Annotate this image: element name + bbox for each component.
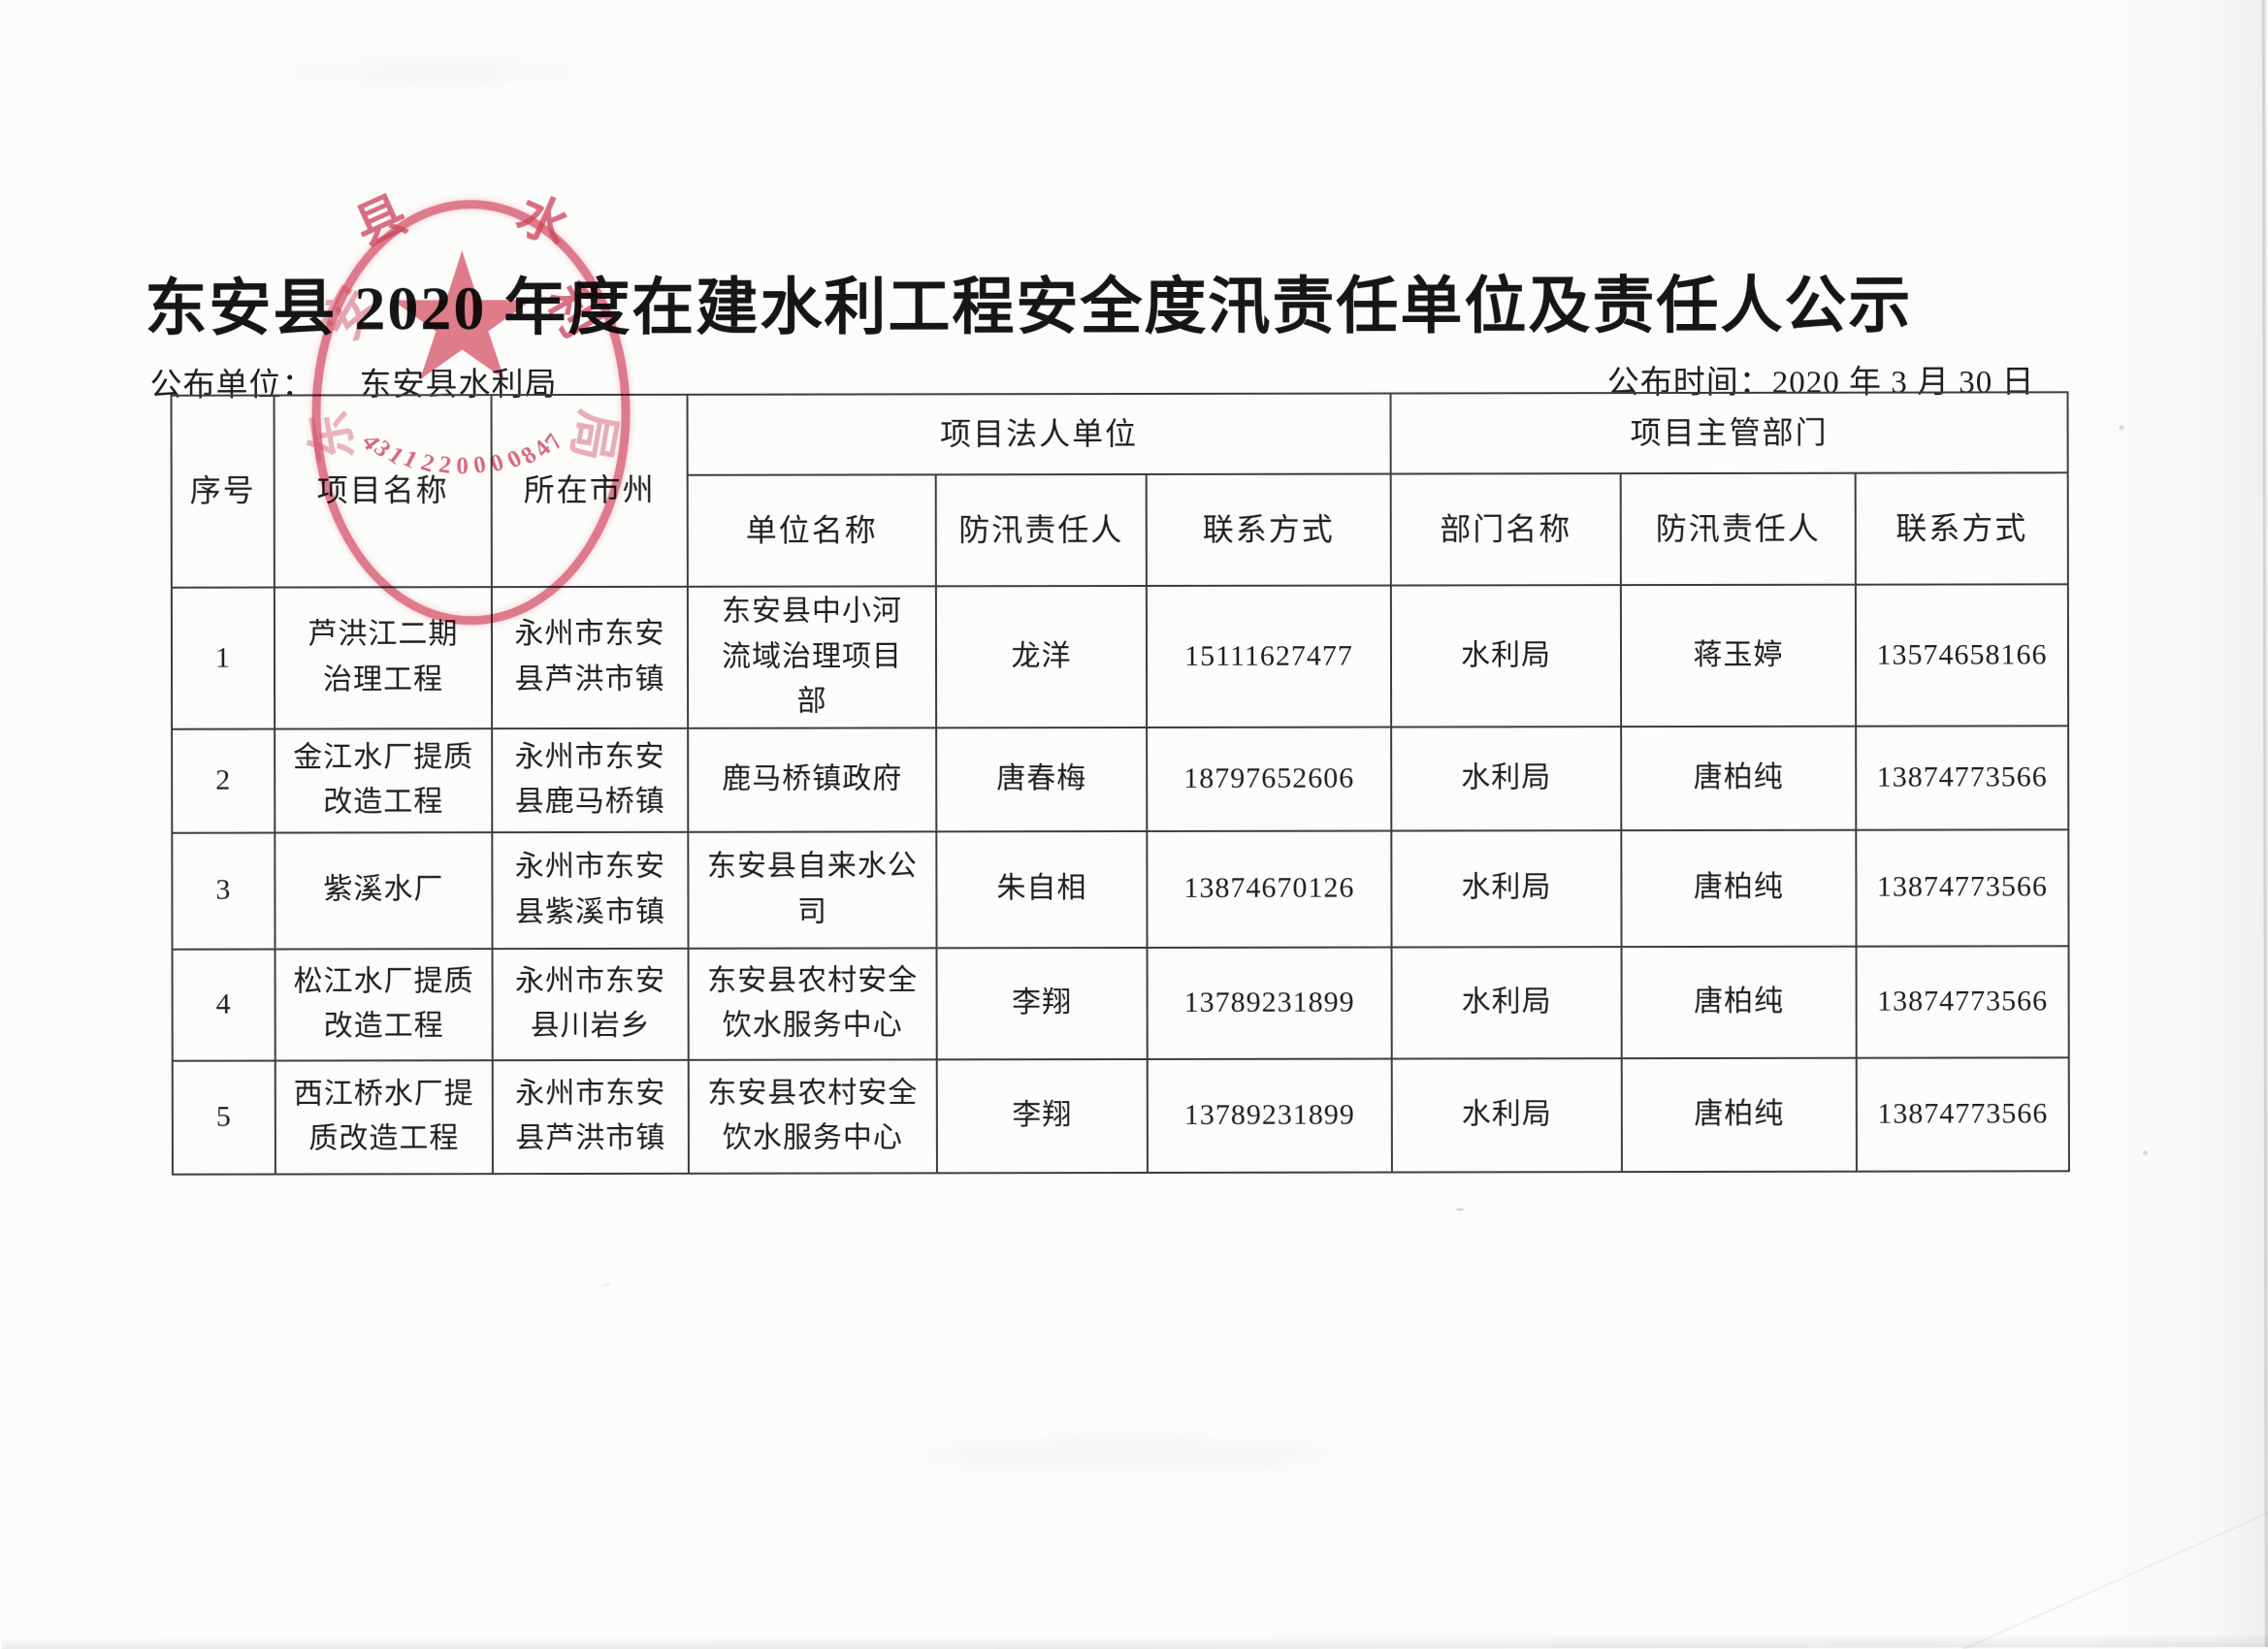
cell-dept: 水利局 — [1391, 946, 1622, 1059]
scan-artifact — [2261, 0, 2268, 1647]
header-group-row: 序号 项目名称 所在市州 项目法人单位 项目主管部门 — [171, 392, 2068, 588]
cell-location: 永州市东安 县紫溪市镇 — [492, 831, 689, 949]
page-title: 东安县 2020 年度在建水利工程安全度汛责任单位及责任人公示 — [145, 271, 1913, 343]
header-seq: 序号 — [171, 395, 275, 588]
cell-location: 永州市东安 县川岩乡 — [492, 948, 689, 1060]
cell-dept-officer: 唐柏纯 — [1621, 726, 1857, 830]
cell-dept: 水利局 — [1391, 829, 1622, 948]
cell-dept-phone: 13574658166 — [1855, 584, 2069, 727]
cell-dept: 水利局 — [1390, 585, 1622, 728]
cell-phone: 13789231899 — [1147, 947, 1392, 1059]
cell-seq: 4 — [172, 949, 275, 1061]
cell-dept-phone: 13874773566 — [1856, 945, 2069, 1058]
cell-dept-officer: 唐柏纯 — [1621, 946, 1857, 1058]
header-legal-group: 项目法人单位 — [687, 393, 1391, 475]
cell-phone: 13874670126 — [1147, 830, 1392, 948]
scan-speck — [2142, 1150, 2148, 1156]
cell-dept: 水利局 — [1391, 1057, 1622, 1173]
header-dept-flood-officer: 防汛责任人 — [1620, 472, 1856, 586]
header-dept-name: 部门名称 — [1390, 473, 1621, 586]
scan-artifact — [2082, 0, 2268, 1648]
cell-dept-officer: 唐柏纯 — [1621, 829, 1857, 947]
cell-location: 永州市东安 县芦洪市镇 — [491, 586, 689, 728]
scan-smudge — [290, 59, 581, 85]
cell-unit: 东安县中小河 流域治理项目 部 — [687, 586, 937, 728]
cell-phone: 15111627477 — [1146, 585, 1392, 728]
scan-speck — [1455, 1208, 1464, 1212]
cell-project: 金江水厂提质 改造工程 — [275, 728, 493, 833]
cell-project: 紫溪水厂 — [275, 831, 493, 950]
cell-location: 永州市东安 县鹿马桥镇 — [492, 728, 689, 832]
table-row: 5 西江桥水厂提 质改造工程 永州市东安 县芦洪市镇 东安县农村安全 饮水服务中… — [172, 1056, 2069, 1175]
cell-officer: 朱自相 — [936, 830, 1148, 948]
cell-unit: 鹿马桥镇政府 — [688, 727, 937, 832]
table-row: 4 松江水厂提质 改造工程 永州市东安 县川岩乡 东安县农村安全 饮水服务中心 … — [172, 945, 2069, 1061]
cell-location: 永州市东安 县芦洪市镇 — [492, 1059, 689, 1174]
header-dept-group: 项目主管部门 — [1390, 392, 2068, 474]
cell-seq: 2 — [172, 728, 275, 833]
cell-unit: 东安县自来水公 司 — [688, 830, 937, 949]
cell-unit: 东安县农村安全 饮水服务中心 — [688, 947, 937, 1060]
cell-dept-phone: 13874773566 — [1856, 1056, 2069, 1172]
cell-officer: 李翔 — [936, 947, 1148, 1059]
cell-seq: 5 — [172, 1060, 275, 1175]
scan-speck — [2119, 425, 2124, 431]
cell-seq: 3 — [172, 832, 275, 950]
cell-dept-phone: 13874773566 — [1856, 828, 2069, 947]
scan-smudge — [923, 1436, 1330, 1475]
header-project: 项目名称 — [274, 395, 492, 588]
cell-project: 松江水厂提质 改造工程 — [275, 948, 493, 1061]
header-location: 所在市州 — [491, 394, 688, 588]
cell-officer: 龙洋 — [935, 585, 1148, 728]
cell-dept-phone: 13874773566 — [1856, 725, 2069, 830]
cell-seq: 1 — [171, 587, 275, 729]
header-dept-contact: 联系方式 — [1855, 472, 2068, 585]
table-row: 1 芦洪江二期 治理工程 永州市东安 县芦洪市镇 东安县中小河 流域治理项目 部… — [171, 584, 2069, 729]
cell-phone: 13789231899 — [1147, 1058, 1392, 1173]
cell-officer: 李翔 — [936, 1058, 1148, 1173]
cell-unit: 东安县农村安全 饮水服务中心 — [688, 1058, 937, 1174]
cell-project: 芦洪江二期 治理工程 — [274, 587, 493, 729]
table-row: 2 金江水厂提质 改造工程 永州市东安 县鹿马桥镇 鹿马桥镇政府 唐春梅 187… — [172, 725, 2069, 833]
seal-ring-char: 水 — [508, 186, 577, 258]
header-flood-officer: 防汛责任人 — [935, 473, 1147, 587]
scan-artifact — [1807, 1496, 2268, 1649]
cell-phone: 18797652606 — [1147, 727, 1392, 831]
cell-dept-officer: 唐柏纯 — [1621, 1057, 1857, 1172]
cell-project: 西江桥水厂提 质改造工程 — [275, 1059, 493, 1175]
header-unit-name: 单位名称 — [687, 474, 936, 587]
cell-dept: 水利局 — [1391, 726, 1622, 831]
cell-dept-officer: 蒋玉婷 — [1620, 584, 1857, 727]
cell-officer: 唐春梅 — [936, 727, 1148, 831]
scan-artifact — [1, 1633, 2268, 1649]
header-contact: 联系方式 — [1146, 473, 1391, 586]
scan-speck — [602, 1282, 612, 1286]
seal-ring-char: 县 — [346, 186, 416, 258]
notice-table: 序号 项目名称 所在市州 项目法人单位 项目主管部门 单位名称 防汛责任人 联系… — [171, 391, 2070, 1175]
table-row: 3 紫溪水厂 永州市东安 县紫溪市镇 东安县自来水公 司 朱自相 1387467… — [172, 828, 2069, 950]
